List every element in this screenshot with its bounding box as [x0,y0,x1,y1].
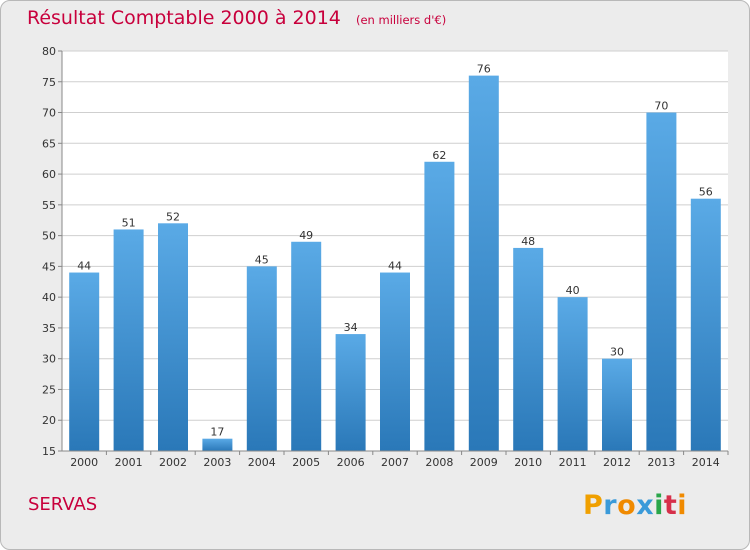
data-label-2013: 70 [654,100,668,113]
bar-2014 [690,198,721,451]
data-label-2004: 45 [255,253,269,266]
x-tick-label: 2005 [292,456,320,469]
bar-2008 [424,161,455,451]
bar-2009 [468,75,499,451]
y-tick-label: 60 [42,168,56,181]
y-tick-label: 70 [42,107,56,120]
y-tick-label: 45 [42,260,56,273]
bar-2004 [246,266,277,451]
bar-2007 [380,272,410,451]
bar-2002 [158,223,188,451]
x-tick-label: 2011 [559,456,587,469]
x-tick-label: 2013 [647,456,675,469]
x-tick-label: 2006 [337,456,365,469]
y-tick-label: 50 [42,230,56,243]
x-tick-label: 2003 [203,456,231,469]
chart-title: Résultat Comptable 2000 à 2014 [27,7,341,29]
logo-letter: i [677,490,688,521]
data-label-2002: 52 [166,210,180,223]
x-tick-label: 2004 [248,456,276,469]
data-label-2010: 48 [521,235,535,248]
bar-2005 [291,241,322,451]
data-label-2001: 51 [122,216,136,229]
logo-letter: r [603,490,618,521]
y-tick-label: 75 [42,76,56,89]
data-label-2014: 56 [699,186,713,199]
x-tick-label: 2000 [70,456,98,469]
data-label-2006: 34 [344,321,358,334]
chart-unit: (en milliers d'€) [355,13,447,27]
x-tick-label: 2009 [470,456,498,469]
x-tick-label: 2010 [514,456,542,469]
y-tick-label: 40 [42,291,56,304]
y-tick-label: 55 [42,199,56,212]
x-tick-label: 2008 [425,456,453,469]
data-label-2000: 44 [77,260,91,273]
chart-title-row: Résultat Comptable 2000 à 2014 (en milli… [27,7,446,29]
y-tick-label: 35 [42,322,56,335]
bar-2001 [113,229,144,451]
logo-letter: P [583,490,604,521]
data-label-2011: 40 [566,284,580,297]
logo-letter: t [663,490,678,521]
axes [58,50,729,455]
bar-2003 [202,438,233,451]
x-tick-label: 2002 [159,456,187,469]
y-tick-label: 65 [42,137,56,150]
logo-letter: i [654,490,664,521]
logo-letter: o [617,490,637,521]
y-tick-label: 80 [42,45,56,58]
data-label-2008: 62 [432,149,446,162]
logo-letter: x [636,490,655,521]
y-tick-label: 20 [42,414,56,427]
y-tick-label: 30 [42,353,56,366]
bar-2006 [335,334,366,451]
y-tick-label: 15 [42,445,56,458]
x-tick-label: 2007 [381,456,409,469]
data-label-2007: 44 [388,260,402,273]
bar-2012 [602,358,632,451]
data-label-2012: 30 [610,346,624,359]
bar-2011 [557,297,588,451]
labels: 15 20 25 30 35 40 45 50 55 60 65 70 75 80 44 2000 51 2001… [42,45,720,469]
data-label-2003: 17 [210,426,224,439]
x-tick-label: 2012 [603,456,631,469]
x-tick-label: 2001 [115,456,143,469]
data-label-2009: 76 [477,63,491,76]
bars [69,75,721,452]
place-name: SERVAS [28,494,98,515]
y-tick-label: 25 [42,383,56,396]
bar-2000 [69,272,100,451]
x-tick-label: 2014 [692,456,720,469]
bar-2010 [513,247,544,451]
data-label-2005: 49 [299,229,313,242]
proxiti-logo: Proxiti [583,490,687,521]
bar-2013 [646,112,677,452]
